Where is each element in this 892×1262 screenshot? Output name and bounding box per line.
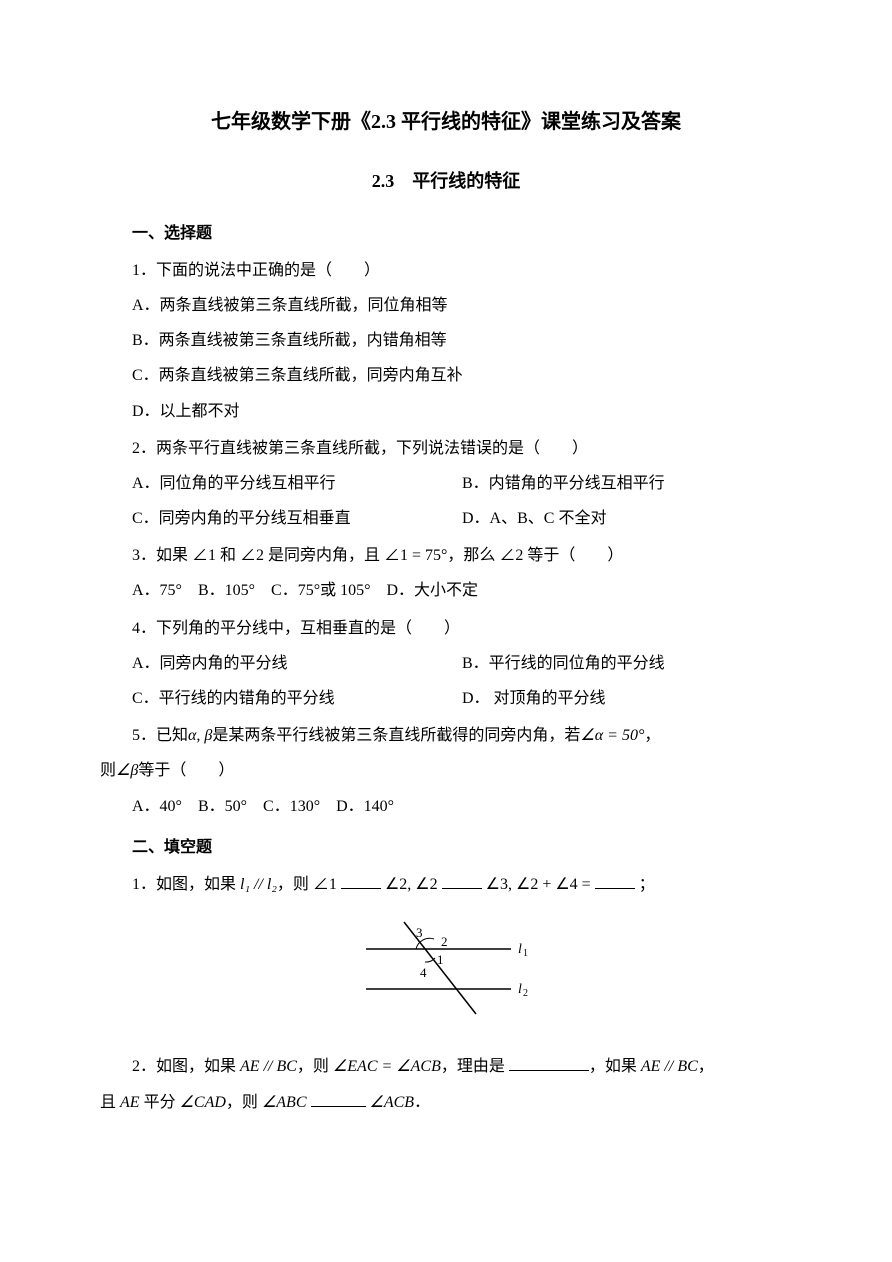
q2-options-row1: A．同位角的平分线互相平行 B．内错角的平分线互相平行 bbox=[100, 466, 792, 501]
s2q1-blank2 bbox=[442, 873, 482, 889]
s2q2-abc: ∠ABC bbox=[262, 1094, 307, 1111]
s2q1-diagram: 3 2 1 4 l 1 l 2 bbox=[100, 914, 792, 1037]
s2q2-mid2: ，理由是 bbox=[441, 1058, 509, 1075]
section-1-header: 一、选择题 bbox=[100, 216, 792, 251]
q5-options: A．40° B．50° C．130° D．140° bbox=[100, 789, 792, 824]
label-4: 4 bbox=[420, 965, 427, 980]
s2q1-mid2: ∠2, ∠2 bbox=[381, 876, 442, 893]
section-2-header: 二、填空题 bbox=[100, 830, 792, 865]
q4-options-row1: A．同旁内角的平分线 B．平行线的同位角的平分线 bbox=[100, 646, 792, 681]
q4-option-c: C．平行线的内错角的平分线 bbox=[132, 681, 462, 716]
s2q1-stem: 1．如图，如果 l₁ // l₂，则 ∠1 ∠2, ∠2 ∠3, ∠2 + ∠4… bbox=[100, 867, 792, 902]
q5-mid: 是某两条平行线被第三条直线所截得的同旁内角，若 bbox=[212, 727, 580, 744]
s2q1-mid1: ，则 ∠1 bbox=[277, 876, 341, 893]
label-2: 2 bbox=[441, 934, 448, 949]
q1-option-a: A．两条直线被第三条直线所截，同位角相等 bbox=[100, 288, 792, 323]
parallel-lines-diagram: 3 2 1 4 l 1 l 2 bbox=[336, 914, 556, 1024]
q2-option-d: D．A、B、C 不全对 bbox=[462, 501, 792, 536]
s2q2-pre: 2．如图，如果 bbox=[132, 1058, 240, 1075]
s2q2-l2-mid1: 平分 bbox=[140, 1094, 180, 1111]
page-subtitle: 2.3 平行线的特征 bbox=[100, 162, 792, 202]
label-l2-sub: 2 bbox=[523, 988, 528, 999]
q2-option-c: C．同旁内角的平分线互相垂直 bbox=[132, 501, 462, 536]
q5-pre: 5．已知 bbox=[132, 727, 188, 744]
q3-options: A．75° B．105° C．75°或 105° D．大小不定 bbox=[100, 573, 792, 608]
s2q2-ae: AE bbox=[120, 1094, 140, 1111]
q1-option-b: B．两条直线被第三条直线所截，内错角相等 bbox=[100, 323, 792, 358]
s2q2-blank2 bbox=[311, 1091, 366, 1107]
s2q1-mid3: ∠3, ∠2 + ∠4 = bbox=[482, 876, 595, 893]
s2q2-line1: 2．如图，如果 AE // BC，则 ∠EAC = ∠ACB，理由是 ，如果 A… bbox=[100, 1049, 792, 1084]
s2q2-blank1 bbox=[509, 1055, 589, 1071]
label-l1: l bbox=[518, 942, 522, 957]
s2q2-post1: ， bbox=[698, 1058, 714, 1075]
s2q2-l2-pre: 且 bbox=[100, 1094, 120, 1111]
label-l1-sub: 1 bbox=[523, 948, 528, 959]
s2q1-post: ； bbox=[635, 876, 655, 893]
q4-options-row2: C．平行线的内错角的平分线 D． 对顶角的平分线 bbox=[100, 681, 792, 716]
s2q2-aebc2: AE // BC bbox=[641, 1058, 698, 1075]
q1-option-c: C．两条直线被第三条直线所截，同旁内角互补 bbox=[100, 358, 792, 393]
label-l2: l bbox=[518, 982, 522, 997]
q1-option-d: D．以上都不对 bbox=[100, 394, 792, 429]
q5-stem-line1: 5．已知α, β是某两条平行线被第三条直线所截得的同旁内角，若∠α = 50°， bbox=[100, 718, 792, 753]
q4-option-a: A．同旁内角的平分线 bbox=[132, 646, 462, 681]
q2-options-row2: C．同旁内角的平分线互相垂直 D．A、B、C 不全对 bbox=[100, 501, 792, 536]
s2q2-line2: 且 AE 平分 ∠CAD，则 ∠ABC ∠ACB． bbox=[100, 1085, 792, 1120]
q5-stem-line2: 则∠β等于（ ） bbox=[100, 753, 792, 788]
s2q2-eacacb: ∠EAC = ∠ACB bbox=[333, 1058, 441, 1075]
q2-option-b: B．内错角的平分线互相平行 bbox=[462, 466, 792, 501]
s2q1-blank3 bbox=[595, 873, 635, 889]
q5-l2-post: 等于（ ） bbox=[138, 762, 234, 779]
s2q1-l1l2: l₁ // l₂ bbox=[240, 876, 277, 893]
q4-option-b: B．平行线的同位角的平分线 bbox=[462, 646, 792, 681]
q5-post: ， bbox=[644, 727, 660, 744]
s2q1-blank1 bbox=[341, 873, 381, 889]
label-1: 1 bbox=[437, 952, 444, 967]
s2q1-pre: 1．如图，如果 bbox=[132, 876, 240, 893]
s2q2-l2-post: ． bbox=[414, 1094, 430, 1111]
q2-stem: 2．两条平行直线被第三条直线所截，下列说法错误的是（ ） bbox=[100, 431, 792, 466]
q3-stem: 3．如果 ∠1 和 ∠2 是同旁内角，且 ∠1 = 75°，那么 ∠2 等于（ … bbox=[100, 538, 792, 573]
s2q2-aebc: AE // BC bbox=[240, 1058, 297, 1075]
q1-stem: 1．下面的说法中正确的是（ ） bbox=[100, 253, 792, 288]
s2q2-acb: ∠ACB bbox=[370, 1094, 415, 1111]
q5-alphabeta: α, β bbox=[188, 727, 212, 744]
label-3: 3 bbox=[416, 925, 423, 940]
s2q2-l2-mid2: ，则 bbox=[226, 1094, 262, 1111]
q2-option-a: A．同位角的平分线互相平行 bbox=[132, 466, 462, 501]
q4-stem: 4．下列角的平分线中，互相垂直的是（ ） bbox=[100, 611, 792, 646]
s2q2-mid1: ，则 bbox=[297, 1058, 333, 1075]
q4-option-d: D． 对顶角的平分线 bbox=[462, 681, 792, 716]
page-title: 七年级数学下册《2.3 平行线的特征》课堂练习及答案 bbox=[100, 100, 792, 144]
q5-beta: ∠β bbox=[116, 762, 138, 779]
q5-l2-pre: 则 bbox=[100, 762, 116, 779]
s2q2-mid3: ，如果 bbox=[589, 1058, 641, 1075]
s2q2-cad: ∠CAD bbox=[180, 1094, 226, 1111]
q5-alpha-eq: ∠α = 50° bbox=[580, 727, 644, 744]
